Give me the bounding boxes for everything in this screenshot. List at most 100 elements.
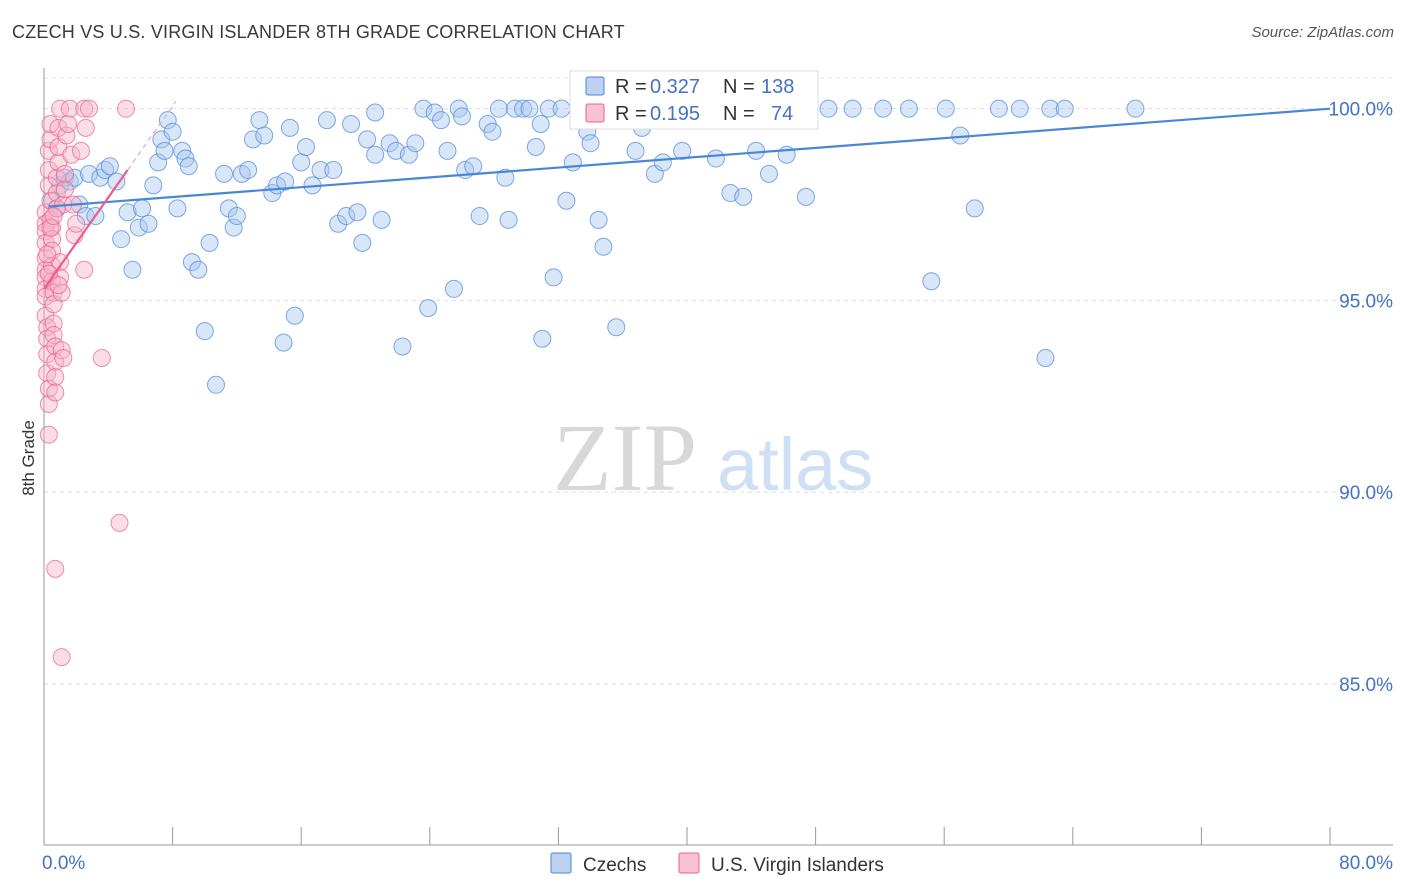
chart-source: Source: ZipAtlas.com xyxy=(1251,24,1394,41)
data-point xyxy=(39,141,58,160)
data-point xyxy=(110,513,129,532)
data-point xyxy=(92,348,111,367)
data-point xyxy=(1036,348,1055,367)
data-point xyxy=(747,141,766,160)
data-point xyxy=(182,253,201,272)
data-point xyxy=(819,99,838,118)
bottom-legend-label-virgin-islanders: U.S. Virgin Islanders xyxy=(711,855,884,876)
data-point xyxy=(51,99,70,118)
legend-n-value: 74 xyxy=(771,103,793,125)
data-point xyxy=(539,99,558,118)
legend-swatch-virgin-islanders xyxy=(585,103,605,123)
data-point xyxy=(39,425,58,444)
data-point xyxy=(552,99,571,118)
data-point xyxy=(557,191,576,210)
y-axis-title: 8th Grade xyxy=(19,420,38,496)
data-point xyxy=(149,153,168,172)
data-point xyxy=(46,383,65,402)
data-point xyxy=(179,157,198,176)
data-point xyxy=(843,99,862,118)
data-point xyxy=(189,260,208,279)
data-point xyxy=(144,176,163,195)
data-point xyxy=(292,153,311,172)
series-layer xyxy=(36,99,1145,667)
data-point xyxy=(531,115,550,134)
data-point xyxy=(438,141,457,160)
data-point xyxy=(581,134,600,153)
legend-r-value: 0.195 xyxy=(650,103,700,125)
data-point xyxy=(107,172,126,191)
watermark-atlas: atlas xyxy=(717,423,873,506)
legend-r-value: 0.327 xyxy=(650,76,700,98)
bottom-legend-swatch-virgin-islanders xyxy=(678,852,700,874)
x-tick-label: 0.0% xyxy=(42,853,85,874)
data-point xyxy=(39,394,58,413)
data-point xyxy=(317,111,336,130)
data-point xyxy=(1126,99,1145,118)
data-point xyxy=(706,149,725,168)
data-point xyxy=(489,99,508,118)
data-point xyxy=(200,233,219,252)
data-point xyxy=(874,99,893,118)
data-point xyxy=(215,164,234,183)
data-point xyxy=(337,207,356,226)
data-point xyxy=(250,111,269,130)
y-tick-labels: 100.0% 95.0% 90.0% 85.0% xyxy=(1329,100,1394,696)
data-point xyxy=(280,118,299,137)
trend-line-extension xyxy=(127,101,177,171)
data-point xyxy=(734,187,753,206)
data-point xyxy=(626,141,645,160)
data-point xyxy=(563,153,582,172)
x-tick-labels: 0.0% 80.0% xyxy=(42,853,1393,874)
data-point xyxy=(274,333,293,352)
data-point xyxy=(100,157,119,176)
data-point xyxy=(163,122,182,141)
data-point xyxy=(239,161,258,180)
series-czechs xyxy=(43,99,1145,394)
data-point xyxy=(129,218,148,237)
legend-n-value: 138 xyxy=(761,76,794,98)
data-point xyxy=(133,199,152,218)
data-point xyxy=(444,279,463,298)
watermark-zip: ZIP xyxy=(553,404,697,511)
data-point xyxy=(520,99,539,118)
data-point xyxy=(118,203,137,222)
data-point xyxy=(653,153,672,172)
data-point xyxy=(311,161,330,180)
data-point xyxy=(514,99,533,118)
data-point xyxy=(62,145,81,164)
data-point xyxy=(59,115,78,134)
y-tick-label: 100.0% xyxy=(1329,100,1394,121)
data-point xyxy=(276,172,295,191)
data-point xyxy=(38,245,57,264)
data-point xyxy=(80,99,99,118)
data-point xyxy=(414,99,433,118)
data-point xyxy=(759,164,778,183)
trend-line-czechs xyxy=(48,107,1331,208)
bottom-legend-swatch-czechs xyxy=(550,852,572,874)
data-point xyxy=(285,306,304,325)
data-point xyxy=(936,99,955,118)
trend-line-virgin-islanders xyxy=(43,169,129,290)
stats-legend: R = 0.327 N = 138 R = 0.195 N = 74 xyxy=(569,70,819,130)
series-legend: Czechs U.S. Virgin Islanders xyxy=(550,852,884,876)
data-point xyxy=(922,272,941,291)
data-point xyxy=(224,218,243,237)
data-point xyxy=(372,210,391,229)
data-point xyxy=(380,134,399,153)
legend-r-label: R = xyxy=(615,76,647,98)
data-point xyxy=(44,325,63,344)
data-point xyxy=(57,126,76,145)
data-point xyxy=(348,203,367,222)
data-point xyxy=(1041,99,1060,118)
data-point xyxy=(358,130,377,149)
data-point xyxy=(496,168,515,187)
data-point xyxy=(76,118,95,137)
data-point xyxy=(155,141,174,160)
data-point xyxy=(464,157,483,176)
data-point xyxy=(393,337,412,356)
data-point xyxy=(353,233,372,252)
x-tick-label: 80.0% xyxy=(1339,853,1393,874)
data-point xyxy=(406,134,425,153)
